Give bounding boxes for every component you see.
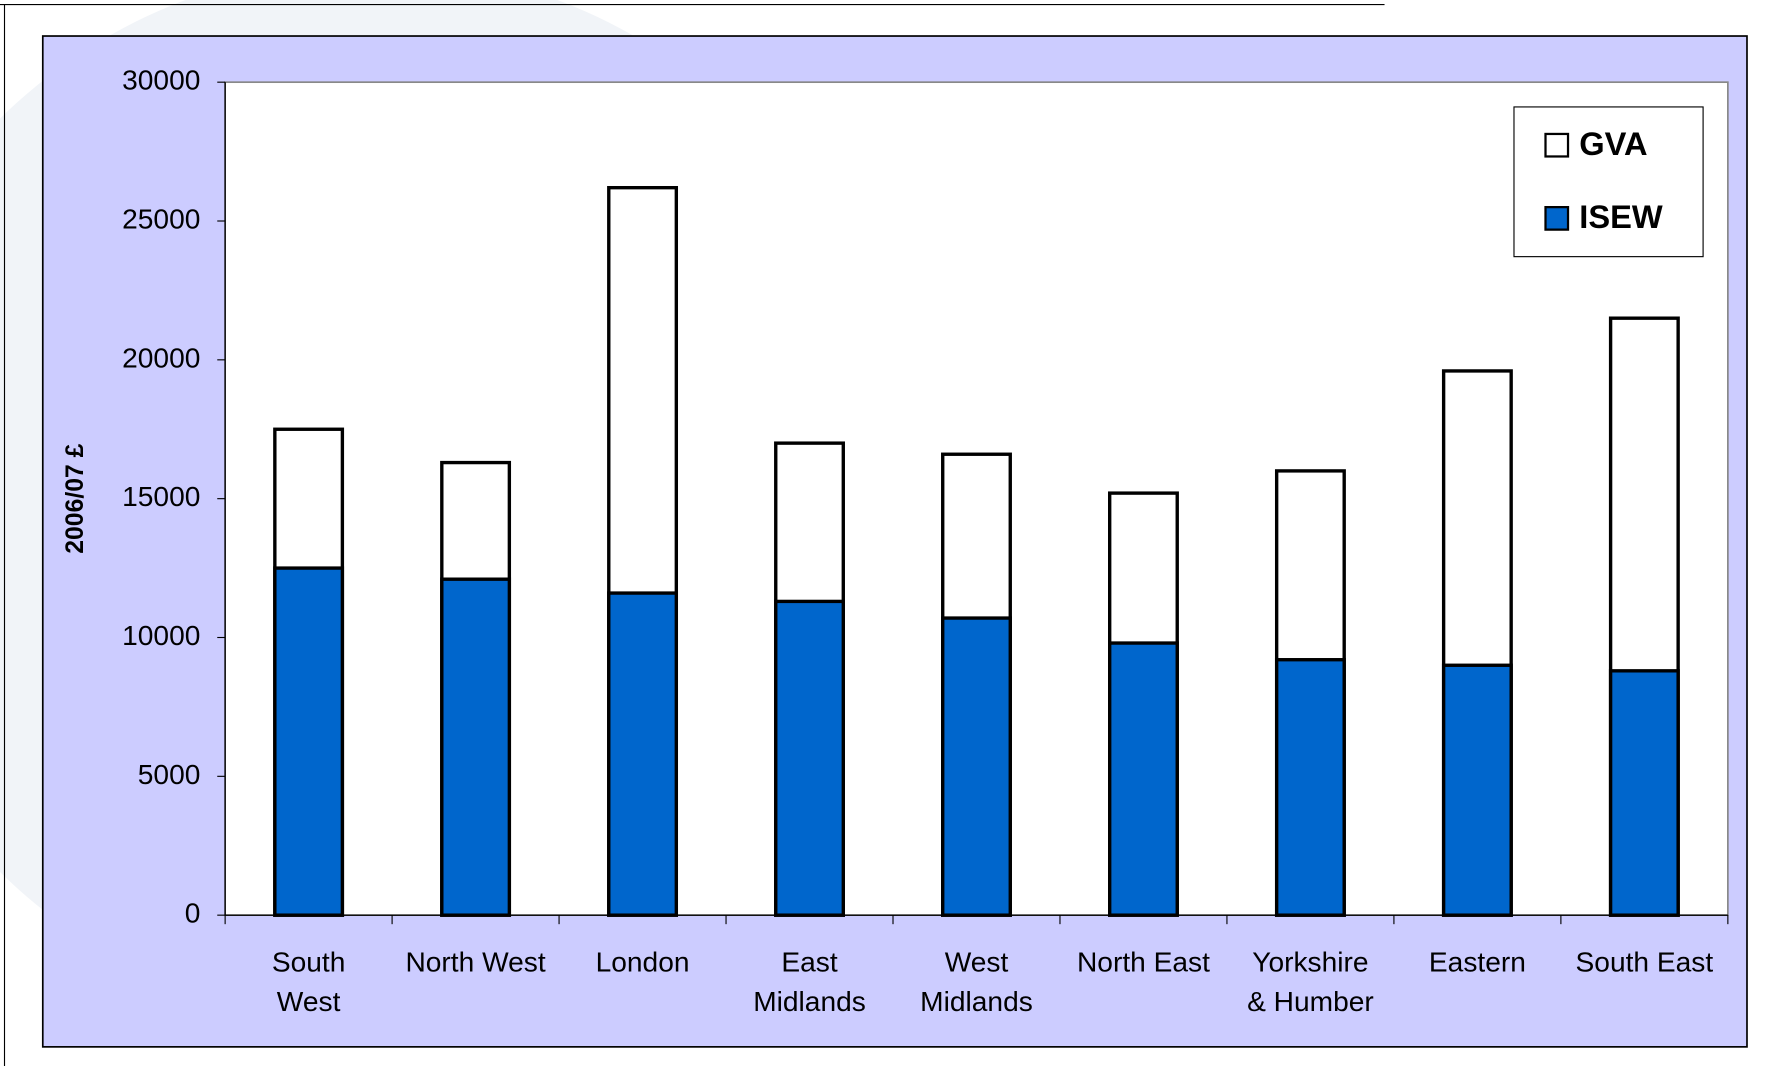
x-tick-label: North West — [405, 946, 546, 979]
bar — [1608, 669, 1680, 917]
x-tick-label: London — [595, 946, 690, 979]
bar — [607, 591, 679, 917]
bar — [1441, 663, 1513, 917]
y-tick-label: 0 — [185, 898, 201, 929]
legend-label: GVA — [1579, 125, 1647, 162]
legend — [1513, 106, 1704, 258]
y-tick-label: 30000 — [122, 65, 200, 96]
bar — [941, 616, 1012, 917]
y-tick-label: 15000 — [122, 481, 200, 512]
bar — [273, 566, 345, 917]
x-tick-label: South West — [271, 946, 346, 1018]
y-axis-label: 2006/07 £ — [62, 443, 89, 553]
x-tick-label: North East — [1076, 946, 1210, 979]
bar — [1274, 658, 1346, 917]
x-tick-label: South East — [1575, 946, 1714, 979]
legend-swatch — [1544, 132, 1570, 158]
legend-swatch — [1544, 205, 1570, 231]
y-tick-label: 5000 — [138, 759, 201, 790]
bar — [774, 599, 845, 917]
bar — [1108, 641, 1179, 917]
x-tick-label: East Midlands — [753, 946, 866, 1018]
x-tick-label: Yorkshire & Humber — [1247, 946, 1374, 1018]
y-tick-label: 25000 — [122, 203, 200, 234]
bar — [440, 577, 512, 917]
x-tick-label: West Midlands — [920, 946, 1033, 1018]
x-tick-label: Eastern — [1428, 946, 1526, 979]
y-tick-label: 10000 — [122, 620, 200, 651]
y-tick-label: 20000 — [122, 342, 200, 373]
legend-label: ISEW — [1579, 198, 1663, 235]
